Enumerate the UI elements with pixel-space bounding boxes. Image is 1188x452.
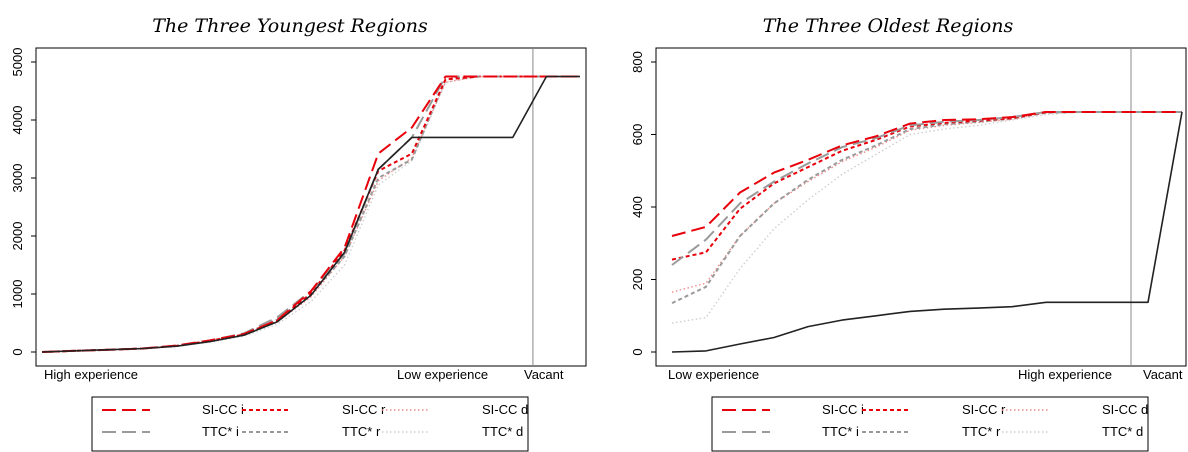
legend-label: TTC* i <box>822 424 859 439</box>
legend-label: TTC* d <box>1102 424 1143 439</box>
legend-label: SI-CC r <box>342 402 386 417</box>
series-line-si-cc-i <box>671 111 1182 237</box>
series-line-ttc-r <box>671 111 1182 305</box>
legend-label: SI-CC d <box>482 402 528 417</box>
legend-box <box>711 396 1149 452</box>
legend-box <box>91 396 529 452</box>
chart-title: The Three Oldest Regions <box>763 15 1014 37</box>
y-axis: 0 1000 2000 3000 4000 5000 <box>10 48 36 356</box>
legend-label: TTC* d <box>482 424 523 439</box>
series-lines <box>671 48 1183 366</box>
y-tick-label: 600 <box>630 124 645 146</box>
y-axis: 0 200 400 600 800 <box>630 51 656 356</box>
series-line-black <box>671 111 1183 353</box>
legend-label: TTC* r <box>962 424 1001 439</box>
x-label-vacant: Vacant <box>524 367 564 382</box>
y-tick-label: 4000 <box>10 106 25 135</box>
x-label-vacant: Vacant <box>1143 367 1183 382</box>
y-tick-label: 400 <box>630 196 645 218</box>
chart-title: The Three Youngest Regions <box>152 15 428 37</box>
series-line-ttc-i <box>671 111 1182 266</box>
legend-label: TTC* i <box>202 424 239 439</box>
y-tick-label: 1000 <box>10 280 25 309</box>
plot-frame <box>35 47 587 367</box>
y-tick-label: 800 <box>630 51 645 73</box>
x-label-low-experience: Low experience <box>668 367 759 382</box>
y-tick-label: 0 <box>630 348 645 355</box>
series-line-si-cc-r <box>671 111 1182 261</box>
chart-oldest-regions: The Three Oldest Regions 0 200 400 600 800 L… <box>630 15 1187 452</box>
plot-frame <box>655 47 1187 367</box>
x-label-low-experience: Low experience <box>397 367 488 382</box>
chart-youngest-regions: The Three Youngest Regions 0 1000 2000 3000… <box>10 15 587 452</box>
legend-label: SI-CC i <box>202 402 244 417</box>
x-label-high-experience: High experience <box>1018 367 1112 382</box>
legend-label: SI-CC i <box>822 402 864 417</box>
legend: SI-CC i SI-CC r SI-CC d TTC* i TTC* r TTC* d <box>91 396 529 452</box>
y-tick-label: 5000 <box>10 48 25 77</box>
series-lines <box>41 48 580 366</box>
x-label-high-experience: High experience <box>44 367 138 382</box>
y-tick-label: 2000 <box>10 222 25 251</box>
legend-label: SI-CC d <box>1102 402 1148 417</box>
series-line-black <box>41 75 580 353</box>
series-line-si-cc-r <box>41 75 580 353</box>
y-tick-label: 3000 <box>10 164 25 193</box>
y-tick-label: 0 <box>10 348 25 355</box>
y-tick-label: 200 <box>630 269 645 291</box>
legend-label: TTC* r <box>342 424 381 439</box>
legend-label: SI-CC r <box>962 402 1006 417</box>
legend: SI-CC i SI-CC r SI-CC d TTC* i TTC* r TTC* d <box>711 396 1149 452</box>
